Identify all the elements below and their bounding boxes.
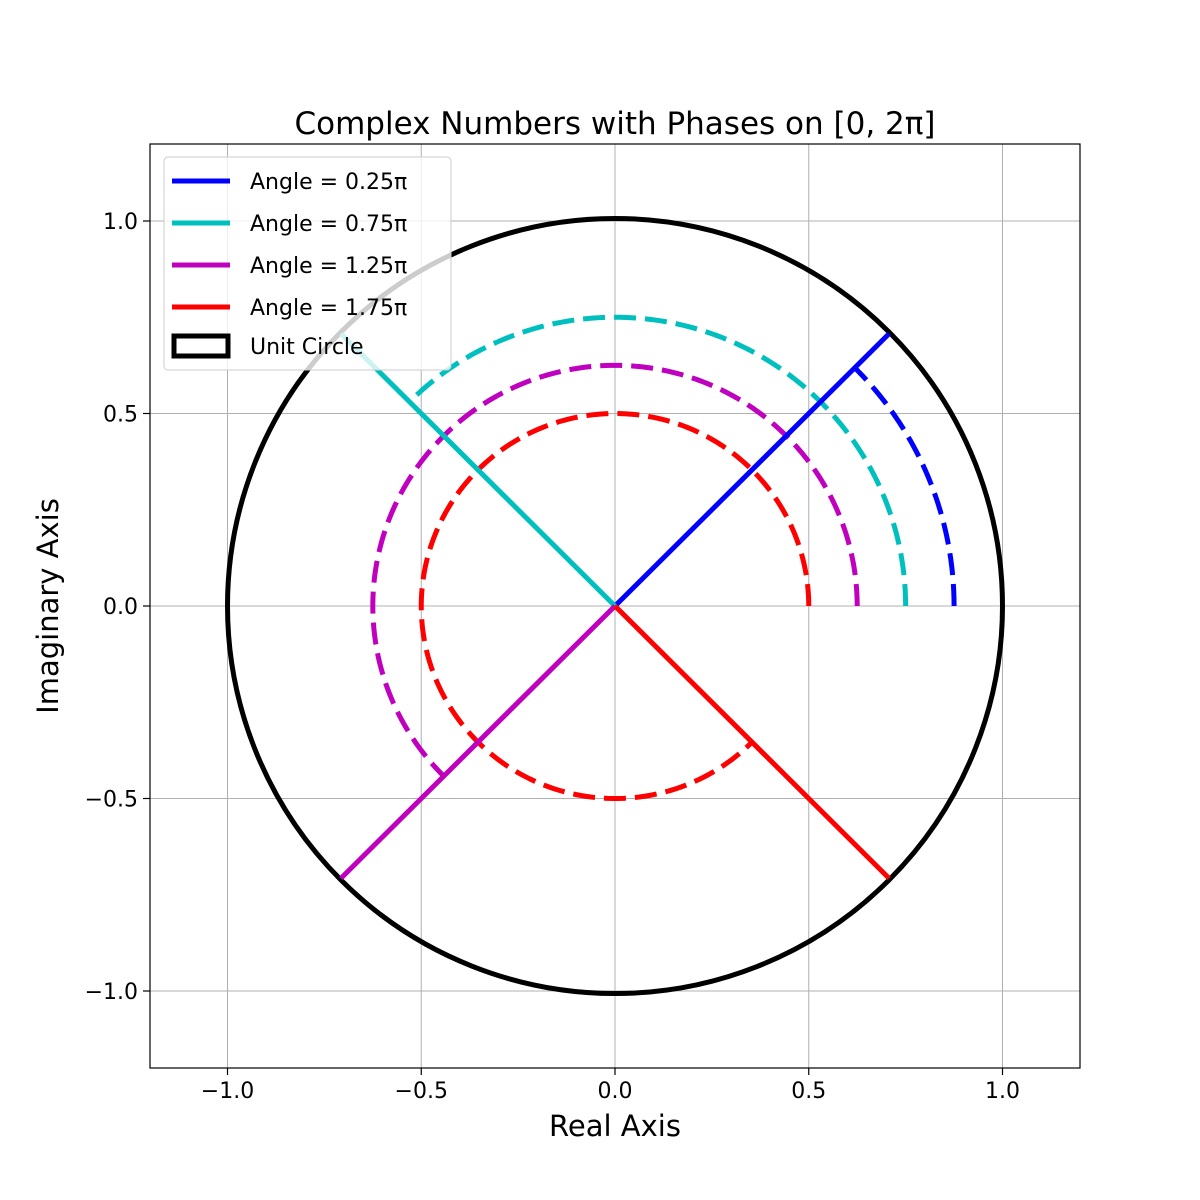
phase-vector-2 xyxy=(339,604,617,881)
x-axis-ticks: −1.0 −0.5 0.0 0.5 1.0 xyxy=(201,1068,1020,1104)
phase-vector-0 xyxy=(613,331,891,608)
phase-vector-3 xyxy=(613,604,891,881)
y-tick-label-0: −1.0 xyxy=(85,980,138,1005)
y-axis-ticks: −1.0 −0.5 0.0 0.5 1.0 xyxy=(85,210,150,1005)
y-tick-label-4: 1.0 xyxy=(103,210,138,235)
x-tick-label-1: −0.5 xyxy=(395,1079,448,1104)
legend-label-unit-circle: Unit Circle xyxy=(250,335,364,360)
y-tick-label-2: 0.0 xyxy=(103,595,138,620)
legend-label-2: Angle = 1.25π xyxy=(250,254,407,279)
y-axis-label: Imaginary Axis xyxy=(31,498,65,714)
phase-arc-3 xyxy=(418,410,812,801)
phase-arc-1 xyxy=(407,314,909,607)
phase-arcs xyxy=(370,314,957,801)
legend-box xyxy=(163,156,452,371)
x-tick-label-0: −1.0 xyxy=(201,1079,254,1104)
y-tick-label-3: 0.5 xyxy=(103,403,138,428)
legend-label-0: Angle = 0.25π xyxy=(250,170,407,195)
x-axis-label: Real Axis xyxy=(549,1109,681,1143)
legend-label-3: Angle = 1.75π xyxy=(250,296,407,321)
x-tick-label-4: 1.0 xyxy=(985,1079,1020,1104)
x-tick-label-3: 0.5 xyxy=(791,1079,826,1104)
legend-label-1: Angle = 0.75π xyxy=(250,212,407,237)
unit-circle xyxy=(225,216,1005,996)
phase-vectors xyxy=(339,331,891,881)
chart-title: Complex Numbers with Phases on [0, 2π] xyxy=(294,106,935,142)
legend: Angle = 0.25π Angle = 0.75π Angle = 1.25π A… xyxy=(163,156,452,371)
phase-arc-2 xyxy=(370,362,860,778)
x-tick-label-2: 0.0 xyxy=(598,1079,633,1104)
y-tick-label-1: −0.5 xyxy=(85,788,138,813)
phase-vector-1 xyxy=(339,331,617,608)
phase-arc-0 xyxy=(852,366,957,606)
legend-swatch-unit-circle xyxy=(171,333,231,359)
